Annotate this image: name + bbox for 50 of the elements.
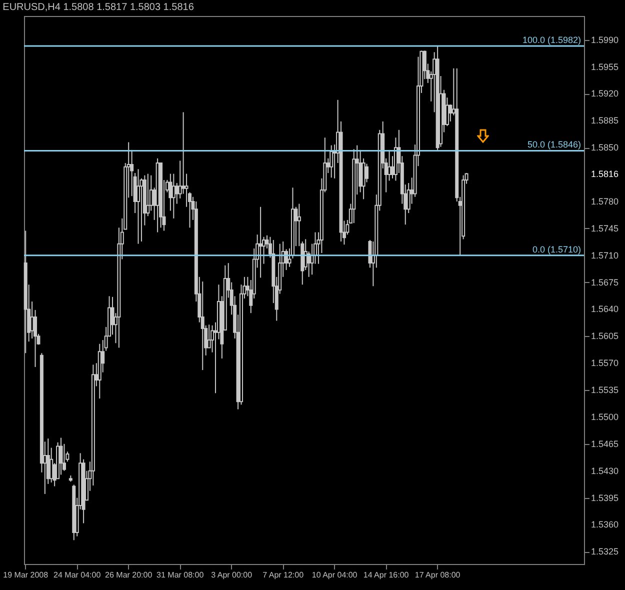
candlestick xyxy=(184,173,188,208)
y-tick-label: 1.5570 xyxy=(591,358,619,368)
candlestick xyxy=(388,149,392,182)
y-tick-label: 1.5745 xyxy=(591,223,619,234)
y-tick-label: 1.5395 xyxy=(591,492,619,503)
y-tick-label: 1.5465 xyxy=(591,438,619,449)
candlestick xyxy=(136,168,140,244)
ref-line-label: 50.0 (1.5846) xyxy=(527,140,581,150)
x-tick-label: 17 Apr 08:00 xyxy=(414,570,461,580)
y-tick-label: 1.5605 xyxy=(591,331,619,342)
y-tick-label: 1.5780 xyxy=(591,196,619,206)
y-tick-label: 1.5850 xyxy=(591,142,619,153)
candlestick xyxy=(182,112,186,194)
x-tick-label: 31 Mar 08:00 xyxy=(156,570,204,580)
candlestick xyxy=(50,447,54,483)
candlestick xyxy=(284,248,288,270)
candlestick xyxy=(207,324,211,348)
y-tick-label: 1.5885 xyxy=(591,116,619,126)
y-tick-label: 1.5710 xyxy=(591,250,619,260)
ref-line-label: 0.0 (1.5710) xyxy=(532,244,581,254)
chart-title: EURUSD,H4 1.5808 1.5817 1.5803 1.5816 xyxy=(2,2,194,13)
x-tick-label: 7 Apr 12:00 xyxy=(262,570,304,580)
ref-line-label: 100.0 (1.5982) xyxy=(522,35,581,46)
x-tick-label: 10 Apr 04:00 xyxy=(312,570,358,580)
candlestick xyxy=(365,163,369,183)
candlestick xyxy=(172,173,176,219)
x-tick-label: 19 Mar 2008 xyxy=(3,570,49,580)
y-tick-label: 1.5360 xyxy=(591,520,619,530)
y-tick-label: 1.5640 xyxy=(591,304,619,314)
x-tick-label: 14 Apr 16:00 xyxy=(363,570,410,580)
candlestick xyxy=(358,149,362,193)
y-tick-label: 1.5675 xyxy=(591,277,619,288)
x-tick-label: 26 Mar 20:00 xyxy=(105,570,153,580)
text: 1.5816 xyxy=(591,168,619,179)
candlestick xyxy=(445,97,449,127)
candlestick xyxy=(146,173,150,217)
y-tick-label: 1.5500 xyxy=(591,412,619,422)
y-tick-label: 1.5535 xyxy=(591,385,619,396)
candlestick xyxy=(200,281,204,371)
x-tick-label: 24 Mar 04:00 xyxy=(54,570,102,580)
y-tick-label: 1.5955 xyxy=(591,62,619,72)
candlestick xyxy=(330,144,334,178)
candlestick xyxy=(175,182,179,204)
y-tick-label: 1.5430 xyxy=(591,466,619,476)
candlestick xyxy=(362,158,366,200)
y-tick-label: 1.5920 xyxy=(591,88,619,99)
x-tick-label: 3 Apr 00:00 xyxy=(211,570,253,580)
y-tick-label: 1.5325 xyxy=(591,546,619,557)
candlestick xyxy=(59,437,63,476)
y-tick-label: 1.5990 xyxy=(591,34,619,45)
